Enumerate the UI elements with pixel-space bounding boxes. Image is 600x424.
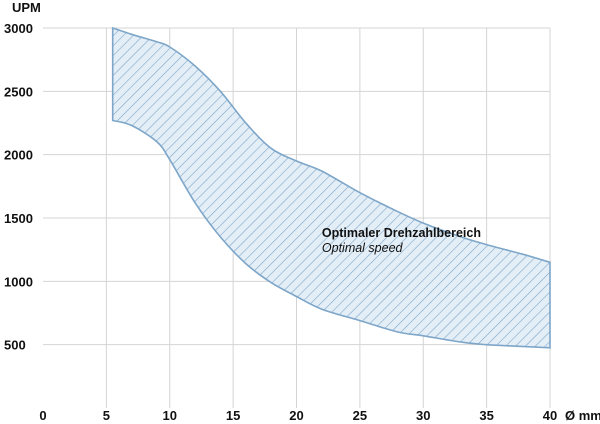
x-tick-label-10: 10 [163, 408, 177, 423]
annotation-optimal-range-de: Optimaler Drehzahlbereich [322, 226, 481, 240]
x-tick-label-0: 0 [39, 408, 46, 423]
y-tick-label-1500: 1500 [4, 211, 33, 226]
annotation-optimal-speed-en: Optimal speed [322, 241, 404, 255]
speed-band-outline [111, 26, 551, 349]
x-tick-label-35: 35 [479, 408, 493, 423]
x-axis-title: Ø mm [565, 408, 600, 423]
x-tick-label-20: 20 [289, 408, 303, 423]
y-tick-label-2500: 2500 [4, 84, 33, 99]
x-tick-label-40: 40 [543, 408, 557, 423]
y-tick-label-3000: 3000 [4, 21, 33, 36]
y-tick-label-500: 500 [4, 338, 26, 353]
x-tick-label-30: 30 [416, 408, 430, 423]
speed-band [111, 26, 551, 349]
y-tick-label-1000: 1000 [4, 274, 33, 289]
y-tick-label-2000: 2000 [4, 148, 33, 163]
x-tick-label-25: 25 [353, 408, 367, 423]
tick-labels: 0 5 10 15 20 25 30 35 40 500 1000 1500 2000 2500 3000 [4, 21, 557, 423]
x-tick-label-15: 15 [226, 408, 240, 423]
x-tick-label-5: 5 [103, 408, 110, 423]
y-axis-title: UPM [12, 0, 41, 15]
